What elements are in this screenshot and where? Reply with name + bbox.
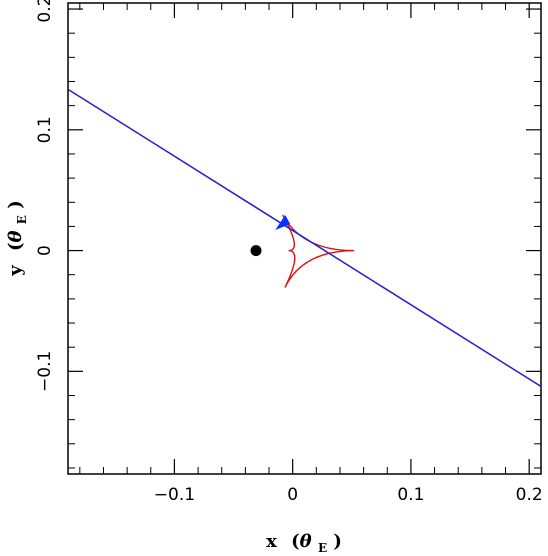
y-axis-title-theta: θ	[5, 230, 26, 242]
minor-ticks	[68, 3, 541, 474]
source-triangle-marker	[275, 215, 291, 231]
x-tick-label: −0.1	[154, 485, 195, 505]
x-tick-label: 0.1	[397, 485, 424, 505]
svg-text:y (θ E ): y (θ E )	[5, 200, 31, 277]
svg-text:x (θ E ): x (θ E )	[266, 531, 342, 556]
x-tick-labels: −0.1 0 0.1 0.2	[154, 485, 543, 505]
source-trajectory-line	[67, 88, 542, 388]
y-axis-title-sub: E	[15, 215, 29, 224]
y-tick-label: −0.1	[35, 351, 55, 392]
y-axis-title: y (θ E )	[5, 200, 31, 277]
caustic-curve	[282, 214, 355, 288]
major-ticks	[68, 3, 541, 474]
y-tick-labels: −0.1 0 0.1 0.2	[35, 0, 55, 392]
plot-frame	[67, 2, 542, 475]
y-tick-label: 0.2	[35, 0, 55, 23]
x-tick-label: 0.2	[516, 485, 543, 505]
lens-position-dot	[250, 245, 262, 257]
x-axis-title-main: x	[266, 531, 277, 552]
x-axis-title-theta: θ	[300, 531, 312, 552]
y-axis-title-main: y	[5, 265, 26, 277]
x-tick-label: 0	[287, 485, 298, 505]
x-axis-title: x (θ E )	[266, 531, 342, 556]
y-tick-label: 0	[35, 245, 55, 256]
series-layer	[67, 88, 542, 388]
x-axis-title-sub: E	[318, 541, 327, 555]
y-tick-label: 0.1	[35, 116, 55, 143]
